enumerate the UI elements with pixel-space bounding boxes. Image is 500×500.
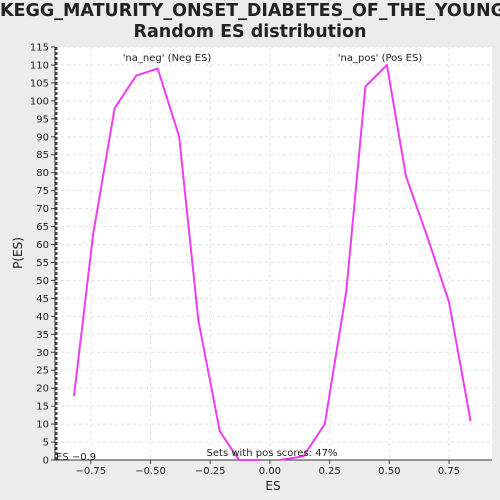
- y-tick-label: 80: [36, 168, 49, 179]
- y-tick-label: 110: [30, 60, 49, 71]
- y-tick-label: 20: [36, 384, 49, 395]
- y-tick-label: 70: [36, 204, 49, 215]
- pos-scores-annotation: Sets with pos scores: 47%: [207, 448, 338, 459]
- chart-title-line1: KEGG_MATURITY_ONSET_DIABETES_OF_THE_YOUN…: [0, 1, 500, 21]
- grid-layer: [55, 46, 492, 460]
- y-tick-label: 115: [30, 43, 49, 54]
- series-label-neg: 'na_neg' (Neg ES): [123, 53, 212, 64]
- axis-layer: 0 5 10 15 20 25 30 35 40 45 50 55 60 65 70 75 80 85 90 95 10…: [30, 43, 492, 477]
- y-tick-label: 85: [36, 150, 49, 161]
- y-tick-label: 75: [36, 186, 49, 197]
- y-tick-label: 50: [36, 276, 49, 287]
- y-tick-label: 100: [30, 96, 49, 107]
- data-point: [345, 290, 348, 293]
- data-point: [259, 459, 262, 461]
- chart-title-line2: Random ES distribution: [133, 22, 367, 42]
- x-tick-label: 0.50: [378, 466, 400, 477]
- data-point: [197, 319, 200, 321]
- data-point: [448, 301, 450, 303]
- data-point: [469, 419, 472, 422]
- data-point: [386, 64, 388, 66]
- y-tick-label: 0: [43, 456, 49, 467]
- x-tick-label: 0.25: [318, 466, 340, 477]
- y-tick-label: 30: [36, 348, 49, 359]
- y-tick-label: 15: [36, 402, 49, 413]
- y-tick-label: 5: [43, 438, 49, 449]
- data-point: [218, 430, 221, 433]
- data-point: [405, 175, 407, 178]
- y-tick-label: 60: [36, 240, 49, 251]
- data-point: [92, 232, 95, 235]
- data-point: [426, 236, 429, 239]
- series-label-pos: 'na_pos' (Pos ES): [338, 53, 423, 64]
- x-tick-label: −0.50: [135, 466, 166, 477]
- y-tick-label: 105: [30, 78, 49, 89]
- x-tick-label: −0.75: [75, 466, 106, 477]
- data-point: [302, 455, 305, 458]
- x-tick-label: 0.75: [438, 466, 460, 477]
- x-tick-label: 0.00: [259, 466, 281, 477]
- y-tick-label: 55: [36, 258, 49, 269]
- y-tick-label: 35: [36, 330, 49, 341]
- series-line-neg: [73, 67, 261, 461]
- series-layer: [55, 47, 472, 461]
- y-tick-label: 10: [36, 420, 49, 431]
- annotation-layer: 'na_neg' (Neg ES) 'na_pos' (Pos ES) ES −…: [11, 53, 422, 493]
- data-point: [237, 459, 240, 461]
- y-axis-label: P(ES): [11, 237, 25, 269]
- series-line-pos: [279, 64, 472, 461]
- y-tick-label: 25: [36, 366, 49, 377]
- x-tick-label: −0.25: [195, 466, 226, 477]
- data-point: [364, 85, 367, 88]
- data-point: [73, 394, 76, 397]
- y-tick-label: 95: [36, 114, 49, 125]
- y-tick-label: 65: [36, 222, 49, 233]
- plot-background: [55, 47, 492, 460]
- data-point: [113, 107, 116, 109]
- chart-title: KEGG_MATURITY_ONSET_DIABETES_OF_THE_YOUN…: [0, 1, 500, 43]
- data-point: [135, 74, 138, 77]
- data-point: [178, 135, 181, 138]
- data-point: [156, 67, 159, 70]
- y-tick-label: 90: [36, 132, 49, 143]
- data-point: [278, 459, 281, 461]
- y-tick-label: 45: [36, 294, 49, 305]
- data-point: [323, 423, 326, 425]
- x-axis-label: ES: [265, 479, 280, 493]
- es-annotation: ES −0.9: [56, 452, 96, 463]
- y-tick-label: 40: [36, 312, 49, 323]
